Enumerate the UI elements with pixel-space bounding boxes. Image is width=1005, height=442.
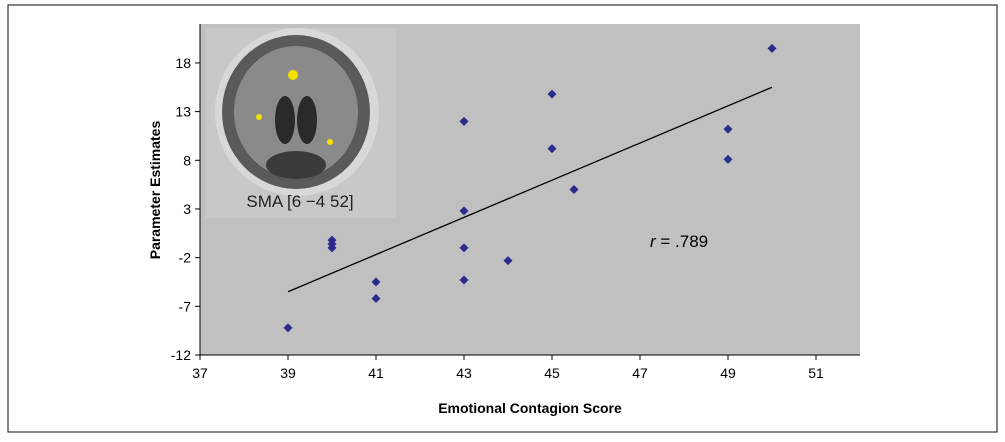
annotation: r = .789 (650, 232, 708, 251)
y-tick-label: 8 (183, 152, 191, 168)
brainstem (266, 151, 326, 179)
ventricle (275, 96, 295, 144)
x-tick-label: 51 (808, 365, 824, 381)
chart: SMA [6 −4 52] Parameter Estimates Emotio… (0, 0, 1005, 437)
y-axis-label: Parameter Estimates (147, 121, 163, 260)
inset: SMA [6 −4 52] (206, 28, 396, 218)
y-tick-label: 18 (175, 55, 191, 71)
y-tick-label: 3 (183, 201, 191, 217)
x-tick-label: 43 (456, 365, 472, 381)
y-tick-label: -2 (179, 250, 192, 266)
x-tick-label: 41 (368, 365, 384, 381)
x-tick-label: 37 (192, 365, 208, 381)
annotation-value: = .789 (656, 232, 708, 251)
y-tick-label: -12 (171, 347, 191, 363)
x-tick-label: 39 (280, 365, 296, 381)
x-axis-label: Emotional Contagion Score (438, 400, 622, 416)
inset-caption: SMA [6 −4 52] (246, 192, 353, 211)
x-tick-label: 47 (632, 365, 648, 381)
y-tick-label: -7 (179, 298, 192, 314)
x-tick-label: 49 (720, 365, 736, 381)
y-tick-label: 13 (175, 104, 191, 120)
x-tick-label: 45 (544, 365, 560, 381)
activation (288, 70, 298, 80)
activation (256, 114, 262, 120)
ventricle (297, 96, 317, 144)
activation (327, 139, 333, 145)
